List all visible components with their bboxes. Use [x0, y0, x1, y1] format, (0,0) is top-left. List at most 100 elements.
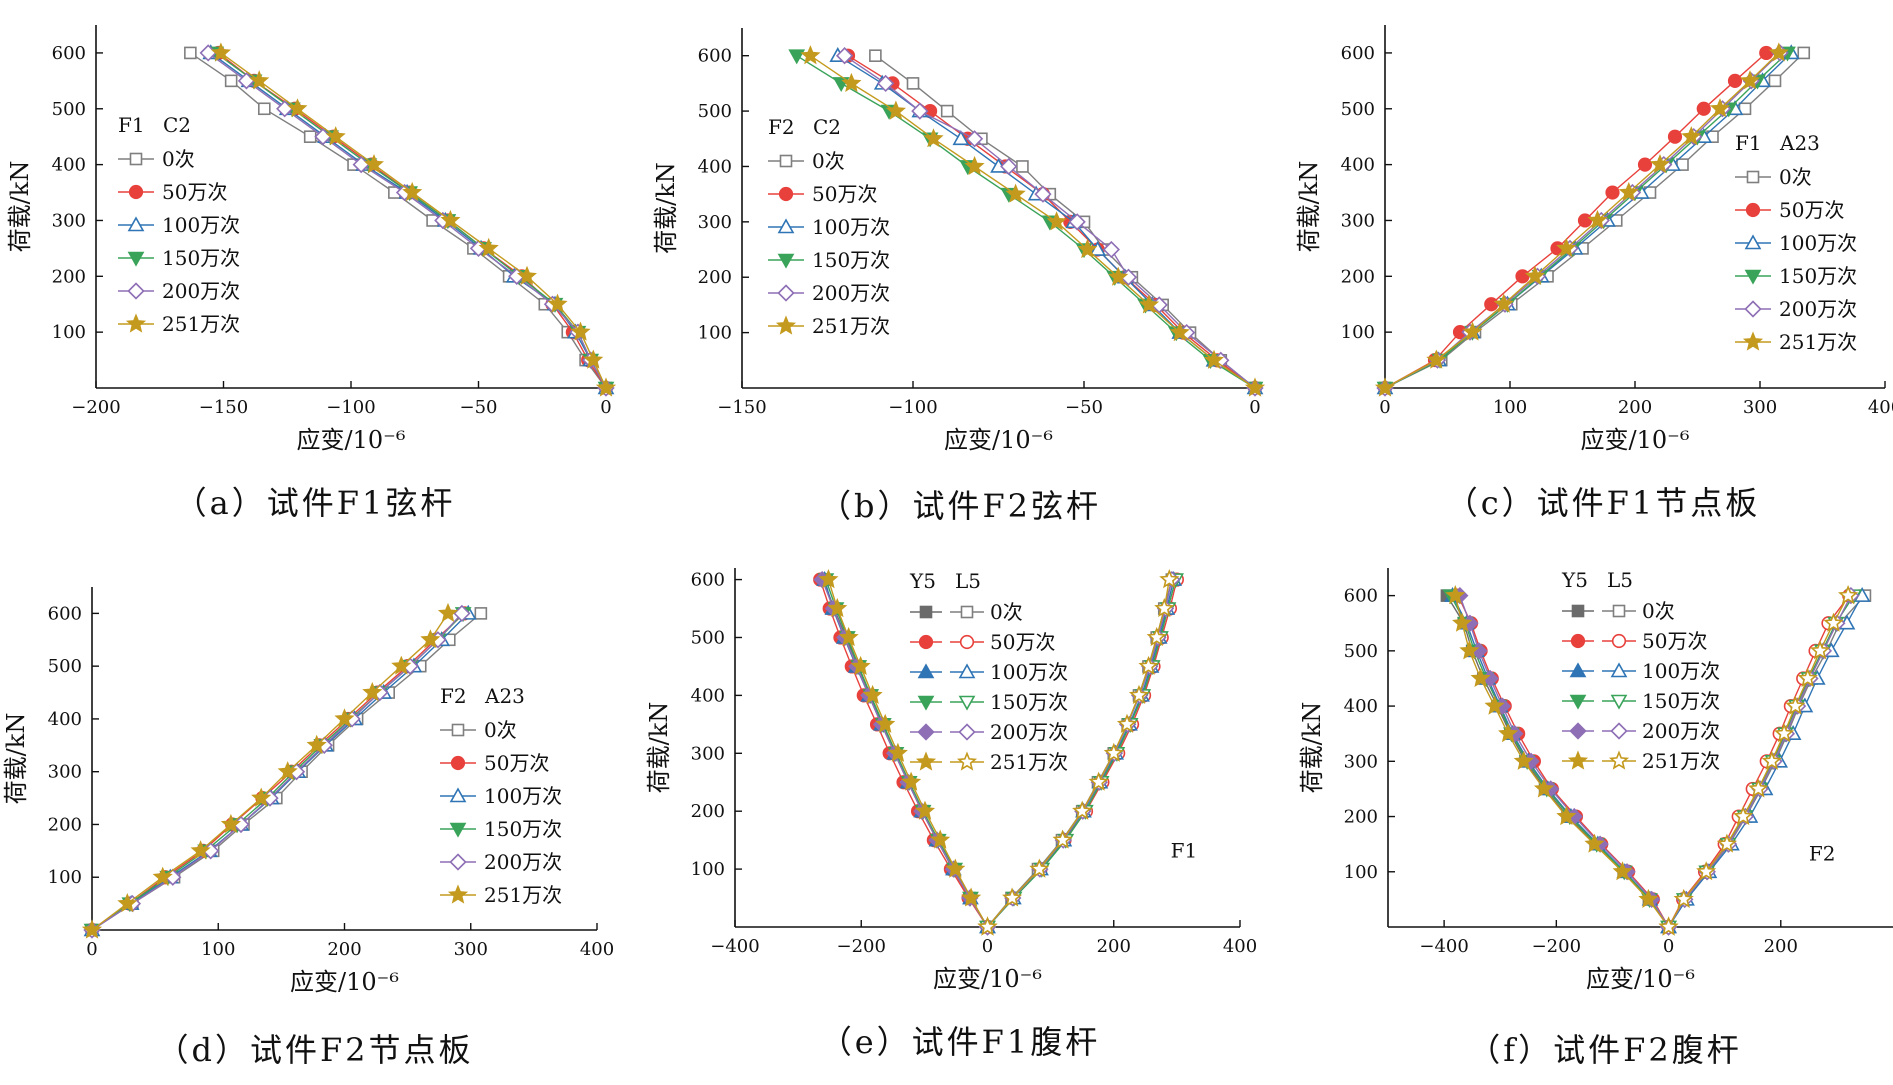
series-right-5-point-5: [1748, 778, 1769, 798]
series-5-point-3: [1138, 294, 1160, 314]
series-right-5-point-7: [1116, 713, 1138, 733]
legend-label: 150万次: [812, 248, 890, 272]
series-left-5-point-4: [1556, 805, 1577, 826]
series-left-5-point-11: [827, 597, 848, 618]
legend-marker-left: [1567, 750, 1589, 770]
legend-label: 200万次: [1642, 719, 1720, 743]
series-right-5-point-2: [1696, 861, 1717, 881]
chart-e: −400 −200 0 200 400 100 200 300 400 500 600 应变/10⁻⁶…: [645, 568, 1257, 993]
series-5-point-10: [1709, 98, 1731, 118]
x-tick-label: −400: [710, 936, 759, 957]
legend-label: 251万次: [1642, 749, 1720, 773]
series-0-point-12: [869, 49, 882, 62]
legend-title-1: F1: [1735, 131, 1762, 155]
series-3-line: [215, 52, 607, 389]
series-5-point-12: [437, 602, 459, 623]
y-tick-label: 500: [1344, 641, 1378, 662]
legend-label: 50万次: [990, 630, 1055, 654]
legend-marker-left: [1569, 662, 1587, 678]
legend: F2 A23 0次 50万次 100万次 150万次 200万次 251万次: [440, 684, 562, 907]
legend-label: 100万次: [1779, 231, 1857, 255]
series-5-point-0: [595, 377, 617, 397]
y-tick-label: 200: [48, 814, 82, 835]
y-tick-label: 500: [52, 99, 86, 120]
x-tick-label: −200: [1532, 936, 1581, 957]
legend-marker: [449, 822, 467, 838]
y-axis-label: 荷载/kN: [1295, 161, 1323, 253]
legend-label: 251万次: [990, 750, 1068, 774]
series-left-5-point-11: [1452, 612, 1473, 632]
y-tick-label: 300: [1344, 751, 1378, 772]
x-axis-label: 应变/10⁻⁶: [297, 426, 406, 454]
y-tick-label: 300: [1341, 210, 1375, 231]
caption-c: （c）试件F1节点板: [1445, 484, 1761, 522]
legend-marker-right: [958, 723, 976, 741]
series-right-5-point-1: [1673, 888, 1694, 909]
series-4-point-8: [1000, 157, 1018, 176]
caption-b: （b）试件F2弦杆: [818, 487, 1102, 525]
series-right-5-point-11: [1154, 597, 1175, 618]
series-right-5-point-9: [1797, 667, 1818, 687]
legend-marker-left: [917, 663, 935, 679]
y-tick-label: 600: [691, 570, 725, 591]
x-axis-label: 应变/10⁻⁶: [290, 968, 399, 996]
series-right-5-point-10: [1146, 626, 1167, 647]
series-4-point-5: [1102, 240, 1120, 259]
y-tick-label: 200: [1344, 807, 1378, 828]
series-right-5-point-3: [1716, 833, 1738, 853]
series-5-point-8: [1649, 153, 1671, 174]
legend-marker-right: [956, 751, 978, 771]
series-left-5-line: [1454, 595, 1670, 928]
legend-label: 200万次: [812, 281, 890, 305]
legend-title-2: A23: [1779, 131, 1820, 155]
chart-f: −400 −200 0 200 100 200 300 400 500 600 应变/10⁻⁶ 荷载/…: [1298, 568, 1893, 993]
x-tick-label: 200: [1764, 936, 1798, 957]
series-1-point-11: [1727, 73, 1743, 88]
series-5-point-0: [1374, 377, 1396, 397]
legend-label: 150万次: [162, 246, 240, 270]
y-tick-label: 400: [1341, 155, 1375, 176]
legend-marker: [1745, 202, 1761, 218]
legend-label: 251万次: [812, 314, 890, 338]
series-left-5-point-1: [1638, 888, 1659, 909]
legend-title-1: Y5: [1561, 568, 1588, 592]
y-tick-label: 300: [691, 743, 725, 764]
legend-marker: [777, 284, 795, 302]
series-2-point-9: [952, 130, 970, 146]
series-5-point-7: [1618, 181, 1639, 202]
legend-marker: [127, 216, 145, 232]
x-tick-label: 0: [1663, 936, 1674, 957]
y-tick-label: 600: [52, 43, 86, 64]
legend-marker: [129, 152, 143, 166]
y-tick-label: 100: [1344, 862, 1378, 883]
series-right-5-point-12: [1838, 585, 1859, 605]
legend-label: 251万次: [162, 312, 240, 336]
legend-marker: [127, 282, 145, 300]
y-tick-label: 400: [698, 156, 732, 177]
y-tick-label: 500: [1341, 99, 1375, 120]
legend-marker: [125, 313, 147, 333]
y-tick-label: 400: [52, 155, 86, 176]
x-axis-label: 应变/10⁻⁶: [944, 426, 1053, 454]
legend: Y5 L5 0次 50万次 100万次 150万次 200万次 251万次: [909, 569, 1068, 774]
series-1-point-6: [1577, 213, 1593, 228]
legend-marker-left: [1569, 694, 1587, 710]
legend-label: 150万次: [1779, 264, 1857, 288]
y-tick-label: 400: [691, 685, 725, 706]
legend-marker: [1742, 331, 1764, 351]
x-tick-label: −400: [1419, 936, 1468, 957]
chart-d: 0 100 200 300 400 100 200 300 400 500 600 应变/10⁻⁶ 荷载…: [2, 587, 614, 996]
series-left-5-point-3: [930, 829, 951, 849]
legend-marker-right: [1610, 722, 1628, 740]
y-tick-label: 100: [1341, 322, 1375, 343]
series-left-5-point-8: [862, 684, 883, 705]
chart-a: −200 −150 −100 −50 0 100 200 300 400 500 600 应变/10⁻…: [6, 25, 617, 454]
legend-marker-left: [1569, 722, 1587, 740]
x-tick-label: −200: [71, 397, 120, 418]
series-left-5-point-12: [818, 569, 839, 589]
series-5-point-1: [117, 893, 138, 913]
series-5-point-4: [220, 813, 242, 833]
series-5-point-11: [841, 72, 862, 93]
series-5-point-4: [1524, 265, 1546, 285]
legend-marker: [447, 884, 469, 904]
